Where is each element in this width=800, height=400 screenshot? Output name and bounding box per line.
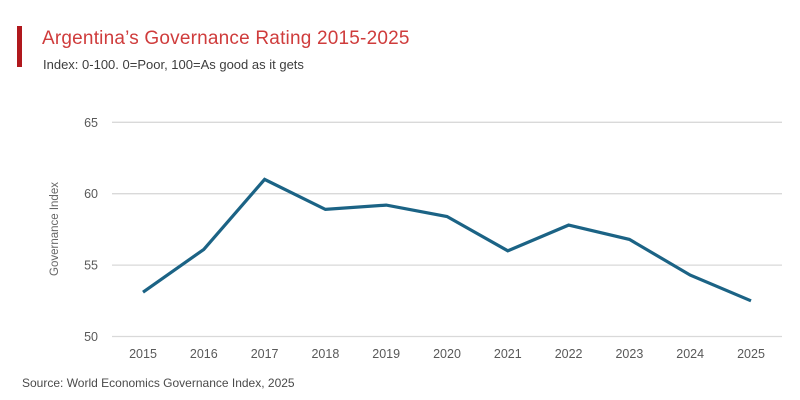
x-tick-label-group: 2015 2016 2017 2018 2019 2020 2021 2022 2023 2024… bbox=[129, 347, 765, 361]
x-tick-label: 2017 bbox=[251, 347, 279, 361]
source-note: Source: World Economics Governance Index… bbox=[22, 376, 295, 390]
series-group bbox=[142, 177, 752, 303]
accent-bar bbox=[17, 26, 22, 67]
y-tick-label: 50 bbox=[84, 330, 98, 344]
data-line bbox=[142, 177, 752, 303]
chart-title: Argentina’s Governance Rating 2015-2025 bbox=[42, 28, 410, 49]
x-tick-label: 2018 bbox=[311, 347, 339, 361]
x-tick-label: 2016 bbox=[190, 347, 218, 361]
gridline-group bbox=[112, 121, 782, 338]
y-tick-label: 65 bbox=[84, 116, 98, 130]
x-tick-label: 2015 bbox=[129, 347, 157, 361]
x-tick-label: 2019 bbox=[372, 347, 400, 361]
chart-subtitle: Index: 0-100. 0=Poor, 100=As good as it … bbox=[43, 57, 304, 72]
x-tick-label: 2020 bbox=[433, 347, 461, 361]
x-tick-label: 2023 bbox=[615, 347, 643, 361]
x-tick-label: 2021 bbox=[494, 347, 522, 361]
y-tick-label: 60 bbox=[84, 187, 98, 201]
x-tick-label: 2024 bbox=[676, 347, 704, 361]
y-tick-label-group: 50 55 60 65 bbox=[84, 116, 98, 344]
y-axis-title: Governance Index bbox=[49, 182, 61, 276]
x-tick-label: 2022 bbox=[555, 347, 583, 361]
y-tick-label: 55 bbox=[84, 259, 98, 273]
x-tick-label: 2025 bbox=[737, 347, 765, 361]
